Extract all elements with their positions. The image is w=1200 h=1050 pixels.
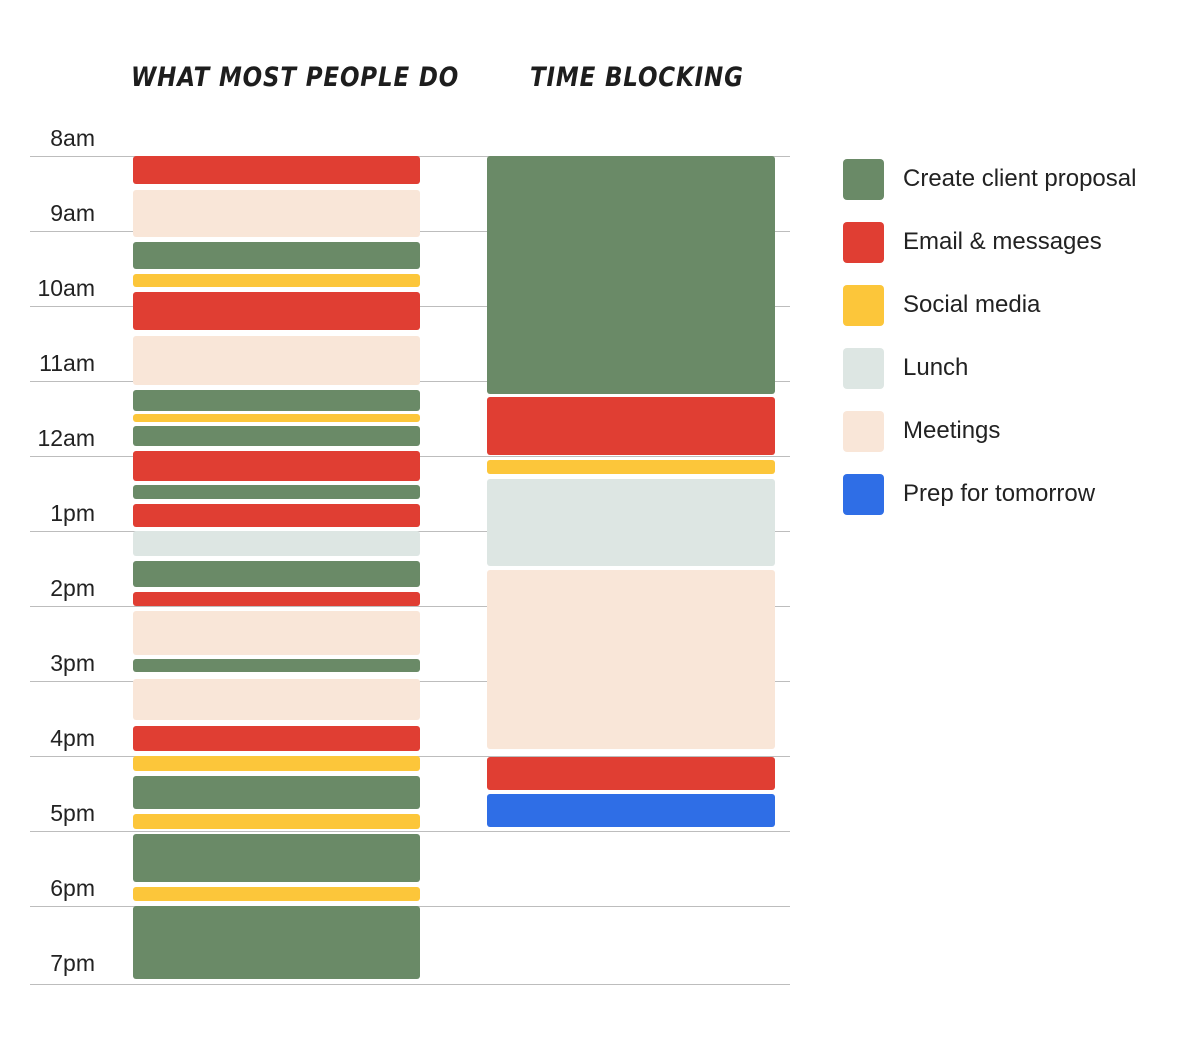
legend-label: Social media (903, 291, 1041, 318)
legend-swatch (843, 158, 884, 200)
legend-label: Meetings (903, 417, 1001, 444)
block-proposal (487, 156, 775, 394)
block-email (133, 451, 420, 481)
hour-label: 4pm (50, 725, 95, 751)
legend-label: Email & messages (903, 228, 1102, 255)
hour-gridline (30, 831, 790, 832)
block-proposal (133, 426, 420, 446)
hour-gridline (30, 606, 790, 607)
hour-label: 2pm (50, 575, 95, 601)
block-email (133, 292, 420, 330)
legend-item-email: Email & messages (843, 221, 1102, 263)
block-prep (487, 793, 775, 828)
block-email (487, 397, 775, 455)
block-email (133, 503, 420, 528)
block-proposal (133, 484, 420, 499)
block-meetings (487, 569, 775, 749)
block-social (133, 887, 420, 901)
hour-label: 6pm (50, 875, 95, 901)
legend-swatch (843, 410, 884, 452)
block-email (133, 726, 420, 751)
hour-label: 5pm (50, 800, 95, 826)
hour-gridline (30, 984, 790, 985)
block-email (133, 592, 420, 606)
hour-label: 11am (39, 350, 95, 376)
legend-swatch (843, 221, 884, 263)
legend-item-lunch: Lunch (843, 347, 968, 389)
block-meetings (133, 611, 420, 655)
block-social (133, 756, 420, 771)
block-proposal (133, 389, 420, 411)
legend-label: Prep for tomorrow (903, 480, 1096, 507)
block-email (133, 156, 420, 184)
block-proposal (133, 776, 420, 809)
block-social (133, 413, 420, 423)
legend-swatch (843, 347, 884, 389)
hour-label: 1pm (50, 500, 95, 526)
legend-item-prep: Prep for tomorrow (843, 473, 1095, 515)
block-proposal (133, 242, 420, 269)
legend-item-meetings: Meetings (843, 410, 1000, 452)
block-email (487, 757, 775, 790)
block-proposal (133, 658, 420, 673)
hour-label: 8am (50, 125, 95, 151)
block-meetings (133, 678, 420, 720)
legend-label: Create client proposal (903, 165, 1137, 192)
block-proposal (133, 906, 420, 979)
block-lunch (487, 478, 775, 566)
legend-item-proposal: Create client proposal (843, 158, 1136, 200)
legend-swatch (843, 284, 884, 326)
column-title-most-people: WHAT MOST PEOPLE DO (131, 62, 460, 93)
block-social (133, 813, 420, 829)
block-lunch (133, 531, 420, 556)
block-social (133, 273, 420, 288)
block-meetings (133, 336, 420, 385)
legend-label: Lunch (903, 354, 969, 381)
hour-label: 10am (37, 275, 95, 301)
hour-label: 3pm (50, 650, 95, 676)
legend-swatch (843, 473, 884, 515)
hour-label: 9am (50, 200, 95, 226)
legend-item-social: Social media (843, 284, 1040, 326)
block-proposal (133, 561, 420, 588)
column-title-time-blocking: TIME BLOCKING (530, 62, 744, 93)
block-meetings (133, 189, 420, 238)
hour-label: 12am (37, 425, 95, 451)
block-proposal (133, 833, 420, 883)
block-social (487, 459, 775, 474)
hour-label: 7pm (50, 950, 95, 976)
